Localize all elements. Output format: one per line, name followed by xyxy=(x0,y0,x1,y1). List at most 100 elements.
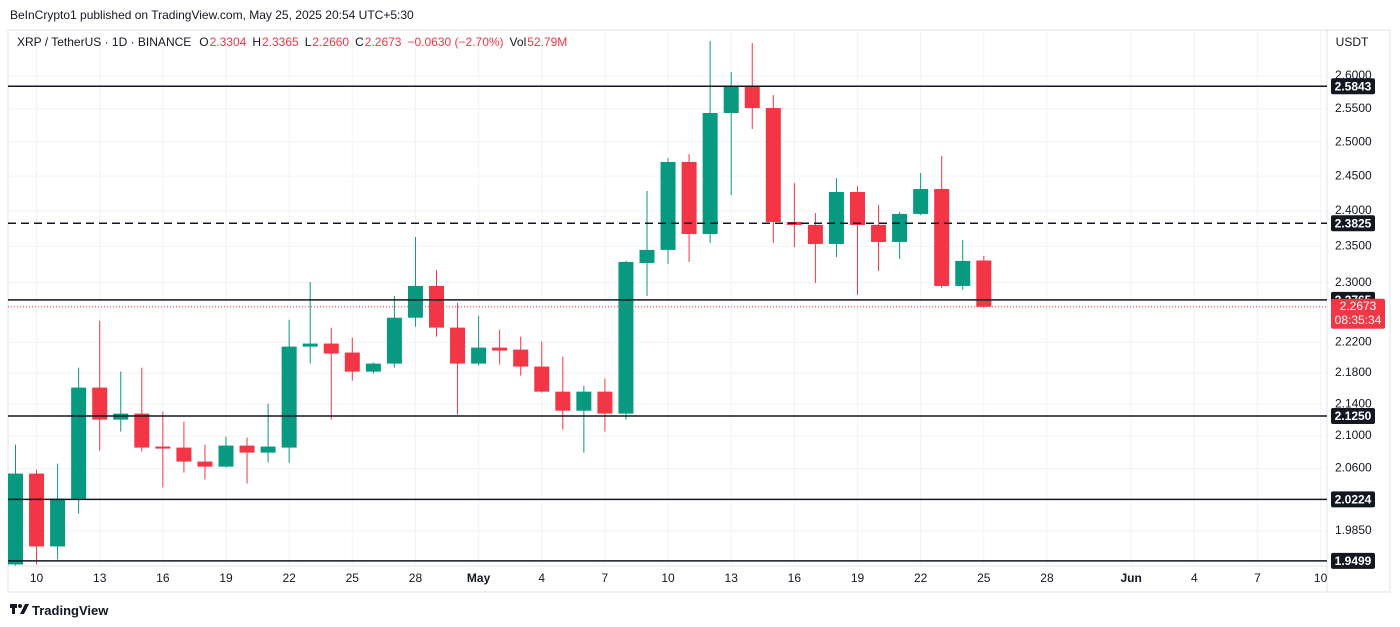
candle-body xyxy=(365,363,381,372)
legend-key: L xyxy=(304,35,312,49)
legend-key: C xyxy=(355,35,364,49)
y-tick-label: 2.1000 xyxy=(1335,428,1372,442)
symbol: XRP / TetherUS · 1D · BINANCE xyxy=(17,35,192,49)
candle-body xyxy=(386,317,402,364)
chart-frame xyxy=(7,29,1391,593)
candle-body xyxy=(492,347,508,351)
candle-body xyxy=(302,343,318,347)
candle-body xyxy=(344,352,360,372)
x-tick-label: 22 xyxy=(914,571,928,585)
candle-body xyxy=(134,413,150,448)
x-tick-label: 25 xyxy=(346,571,360,585)
x-tick-label: 13 xyxy=(725,571,739,585)
x-tick-label: 4 xyxy=(538,571,545,585)
x-tick-label: 19 xyxy=(219,571,233,585)
candle-body xyxy=(471,347,487,364)
candle-body xyxy=(639,249,655,263)
publisher-line: BeInCrypto1 published on TradingView.com… xyxy=(10,8,414,22)
last-price-box xyxy=(1331,298,1385,329)
y-tick-label: 2.0600 xyxy=(1335,461,1372,475)
x-tick-label: 10 xyxy=(30,571,44,585)
level-label-box xyxy=(1331,215,1375,232)
candle-body xyxy=(660,161,676,250)
candle-body xyxy=(892,213,908,242)
y-tick-label: 1.9850 xyxy=(1335,523,1372,537)
candle-body xyxy=(92,387,108,420)
y-tick-label: 2.4500 xyxy=(1335,168,1372,182)
legend-value: 2.3365 xyxy=(262,35,299,49)
level-label: 2.3825 xyxy=(1335,216,1372,230)
legend-value: 52.79M xyxy=(527,35,568,49)
candle-body xyxy=(913,189,929,214)
candle-body xyxy=(934,189,950,286)
legend-value: 2.2673 xyxy=(364,35,402,49)
level-label: 2.1250 xyxy=(1335,409,1372,423)
y-tick-label: 2.5000 xyxy=(1335,134,1372,148)
footer-logo xyxy=(10,604,29,614)
candle-body xyxy=(828,191,844,244)
level-label-box xyxy=(1331,491,1375,508)
x-tick-label: 16 xyxy=(156,571,170,585)
legend-key: O xyxy=(199,35,209,49)
x-tick-label: 7 xyxy=(1254,571,1261,585)
candle-body xyxy=(239,445,255,453)
candle-body xyxy=(176,447,192,462)
candle-body xyxy=(534,366,550,392)
level-label: 2.0224 xyxy=(1335,493,1372,507)
candle-body xyxy=(765,108,781,222)
x-tick-label: May xyxy=(467,571,491,585)
x-tick-label: 28 xyxy=(409,571,423,585)
y-tick-label: 2.3000 xyxy=(1335,275,1372,289)
x-tick-label: Jun xyxy=(1120,571,1141,585)
legend-key: H xyxy=(252,35,261,49)
y-tick-label: 2.1800 xyxy=(1335,365,1372,379)
candle-body xyxy=(597,391,613,414)
x-tick-label: 16 xyxy=(788,571,802,585)
candle-body xyxy=(702,112,718,234)
level-label-box xyxy=(1331,78,1375,95)
y-ticks: 2.60002.55002.50002.45002.40002.35002.30… xyxy=(8,68,1372,537)
legend-change: −0.0630 (−2.70%) xyxy=(407,35,504,49)
candle-body xyxy=(197,461,213,467)
countdown-label: 08:35:34 xyxy=(1335,313,1382,327)
x-tick-label: 13 xyxy=(93,571,107,585)
y-tick-label: 2.4000 xyxy=(1335,203,1372,217)
x-tick-label: 22 xyxy=(282,571,296,585)
candle-body xyxy=(513,349,529,367)
candle-body xyxy=(976,260,992,307)
y-tick-label: 2.1400 xyxy=(1335,396,1372,410)
legend: XRP / TetherUS · 1D · BINANCE O2.3304 H2.3… xyxy=(17,35,573,49)
candle-body xyxy=(260,446,276,453)
y-tick-label: 2.3500 xyxy=(1335,239,1372,253)
x-tick-label: 19 xyxy=(851,571,865,585)
x-tick-label: 10 xyxy=(1314,571,1328,585)
candle-body xyxy=(850,191,865,225)
x-tick-label: 25 xyxy=(977,571,991,585)
candle-body xyxy=(71,387,87,499)
candle-body xyxy=(807,224,823,244)
x-tick-label: 28 xyxy=(1040,571,1054,585)
footer: TradingView xyxy=(32,603,109,618)
last-price-label: 2.2673 xyxy=(1340,299,1377,313)
candle-body xyxy=(8,473,23,565)
candle-body xyxy=(681,161,697,234)
candle-body xyxy=(429,285,444,328)
candle-body xyxy=(155,446,171,449)
x-tick-label: 10 xyxy=(661,571,675,585)
candle-body xyxy=(555,391,571,411)
candle-body xyxy=(29,473,45,547)
candle-body xyxy=(723,87,739,113)
currency-label: USDT xyxy=(1336,35,1369,49)
level-label: 1.9499 xyxy=(1335,554,1372,568)
candle-body xyxy=(450,327,466,364)
level-label: 2.5843 xyxy=(1335,79,1372,93)
y-tick-label: 2.5500 xyxy=(1335,101,1372,115)
level-label-box xyxy=(1331,552,1375,569)
x-tick-label: 7 xyxy=(602,571,609,585)
candle-body xyxy=(955,260,971,286)
candle-body xyxy=(50,498,66,547)
candle-body xyxy=(618,261,634,414)
candle-body xyxy=(576,391,592,411)
